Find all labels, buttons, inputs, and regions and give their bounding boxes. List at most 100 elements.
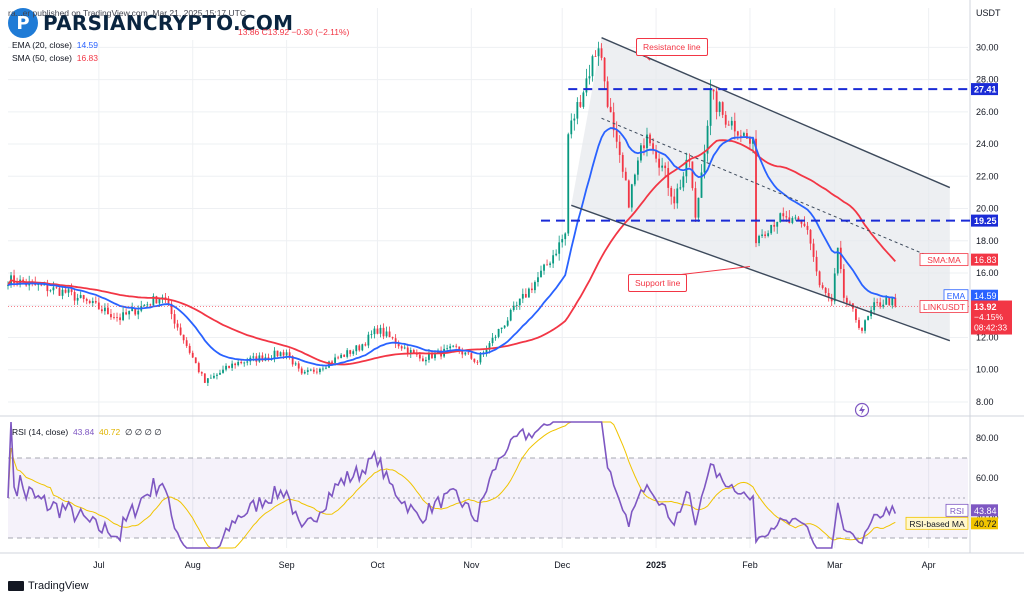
candle-body (733, 120, 736, 132)
candle-body (119, 317, 121, 321)
candle-body (385, 331, 388, 337)
tradingview-logo-icon (8, 581, 24, 591)
candle-body (636, 160, 639, 175)
candle-body (879, 302, 882, 307)
candle-body (110, 314, 112, 318)
time-tick-label: Sep (279, 560, 295, 570)
candle-body (431, 352, 433, 359)
rsi-ma-value-label: 40.72 (974, 519, 997, 529)
time-tick-label: Mar (827, 560, 843, 570)
candle-body (485, 349, 488, 353)
sma-price-label: 16.83 (974, 255, 997, 265)
candle-body (824, 287, 827, 294)
rsi-legend[interactable]: RSI (14, close) 43.84 40.72 ∅ ∅ ∅ ∅ (12, 427, 162, 437)
candle-body (55, 287, 58, 289)
tradingview-brand[interactable]: TradingView (8, 580, 89, 592)
candle-body (761, 234, 763, 236)
candle-body (509, 309, 512, 321)
candle-body (473, 358, 476, 362)
currency-label: USDT (976, 8, 1001, 18)
candle-body (91, 301, 94, 304)
candle-body (203, 373, 206, 383)
candle-body (467, 352, 470, 354)
candle-body (664, 165, 667, 169)
candle-body (706, 125, 709, 154)
price-tick-label: 30.00 (976, 42, 999, 52)
candle-body (721, 102, 724, 115)
candle-body (894, 297, 897, 307)
candle-body (246, 361, 249, 363)
sma-legend[interactable]: SMA (50, close) 16.83 (12, 53, 99, 63)
ema-legend[interactable]: EMA (20, close) 14.59 (12, 40, 99, 50)
candle-body (58, 288, 61, 296)
change-percent-label: −4.15% (974, 312, 1004, 322)
candle-body (61, 289, 64, 296)
resistance-annotation[interactable]: Resistance line (636, 38, 708, 56)
candle-body (373, 328, 376, 335)
candle-body (273, 350, 276, 359)
candle-body (173, 314, 176, 324)
support-annotation[interactable]: Support line (628, 274, 688, 292)
rsi-ma-value-tag (971, 517, 998, 530)
candle-body (767, 233, 770, 236)
candle-body (752, 138, 754, 144)
candle-body (694, 188, 697, 218)
candle-body (340, 354, 343, 358)
candle-body (331, 361, 333, 363)
candle-body (646, 134, 648, 149)
candle-body (742, 133, 745, 136)
candle-body (815, 256, 818, 272)
candle-body (582, 92, 585, 107)
candle-body (388, 331, 391, 338)
flash-icon (854, 402, 870, 418)
candle-body (715, 91, 718, 113)
candle-body (370, 334, 373, 335)
candle-body (885, 297, 888, 305)
support-line (571, 204, 951, 342)
candle-body (7, 285, 9, 286)
candle-body (515, 305, 518, 306)
rsi-tick-label: 80.00 (976, 433, 999, 443)
ema-price-tag (971, 289, 998, 302)
candle-body (558, 242, 561, 254)
candle-body (312, 369, 315, 372)
candle-body (497, 328, 500, 337)
candle-body (76, 297, 79, 301)
candle-body (755, 138, 757, 244)
time-tick-label: Aug (185, 560, 201, 570)
candle-body (170, 303, 173, 315)
publisher-line: ra...er published on TradingView.com, Ma… (8, 8, 246, 18)
candle-body (627, 180, 630, 208)
price-tick-label: 10.00 (976, 365, 999, 375)
candle-body (479, 354, 482, 363)
candle-body (200, 372, 203, 374)
candle-body (315, 371, 318, 373)
candle-body (134, 307, 137, 315)
candle-body (82, 295, 85, 299)
candle-body (197, 363, 200, 373)
candle-body (49, 290, 52, 292)
candle-body (425, 359, 427, 362)
candle-body (282, 352, 285, 356)
candle-body (382, 327, 385, 337)
price-tick-label: 18.00 (976, 236, 999, 246)
candle-body (349, 350, 352, 354)
candle-body (237, 361, 240, 366)
ohlc-values: 13.86 C13.92 −0.30 (−2.11%) (238, 27, 350, 37)
candle-body (758, 235, 760, 244)
candle-body (458, 346, 461, 352)
candle-body (630, 184, 633, 208)
watermark-logo: P PARSIANCRYPTO.COM (8, 6, 298, 40)
candle-body (564, 233, 567, 240)
candle-body (261, 355, 264, 361)
candle-body (827, 293, 830, 298)
candle-body (534, 282, 536, 291)
candle-body (179, 327, 182, 335)
candle-body (167, 300, 170, 304)
rsi-line (7, 421, 897, 549)
candle-body (785, 216, 788, 218)
candle-body (543, 264, 545, 271)
candle-body (803, 223, 806, 226)
candle-body (812, 243, 815, 257)
